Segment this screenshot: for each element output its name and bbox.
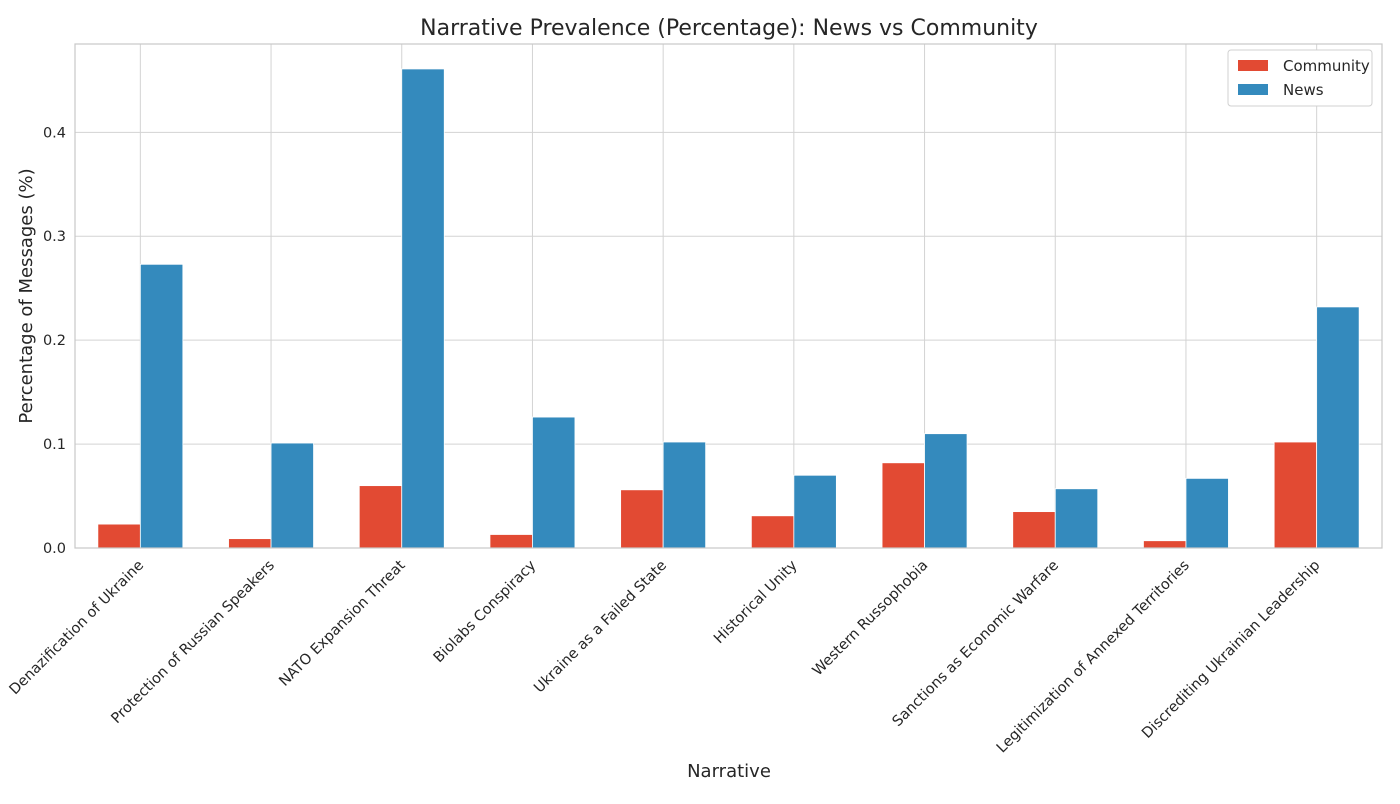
bar-community bbox=[620, 489, 664, 549]
x-tick-label: Protection of Russian Speakers bbox=[109, 558, 278, 727]
x-tick-label: NATO Expansion Threat bbox=[276, 557, 408, 689]
bar-community bbox=[1273, 441, 1318, 549]
ticks-layer: 0.0 0.1 0.2 0.3 0.4 Denazification of Ukraine… bbox=[7, 125, 1324, 756]
x-tick-label: Historical Unity bbox=[711, 557, 801, 647]
x-tick-label: Ukraine as a Failed State bbox=[531, 557, 670, 696]
bar-community bbox=[489, 534, 533, 549]
bar-community bbox=[881, 462, 925, 549]
y-tick-label: 0.2 bbox=[43, 333, 66, 349]
y-tick-label: 0.4 bbox=[43, 125, 66, 141]
bar-community bbox=[228, 538, 272, 549]
bar-news bbox=[793, 474, 837, 549]
bar-news bbox=[1185, 477, 1229, 549]
chart-title: Narrative Prevalence (Percentage): News … bbox=[420, 16, 1038, 41]
legend-label-news: News bbox=[1283, 81, 1324, 99]
y-axis-label: Percentage of Messages (%) bbox=[16, 168, 37, 423]
bar-community bbox=[358, 485, 403, 549]
y-tick-label: 0.1 bbox=[43, 437, 66, 453]
plot-area-frame bbox=[74, 43, 1383, 549]
y-tick-label: 0.0 bbox=[43, 541, 66, 557]
bar-news bbox=[532, 416, 576, 549]
legend-label-community: Community bbox=[1283, 57, 1370, 75]
y-tick-label: 0.3 bbox=[43, 229, 66, 245]
legend: Community News bbox=[1227, 49, 1373, 107]
bar-news bbox=[270, 442, 314, 549]
bar-community bbox=[1012, 511, 1056, 549]
grid-layer bbox=[75, 44, 1382, 549]
bar-news bbox=[924, 433, 968, 549]
x-tick-label: Denazification of Ukraine bbox=[7, 557, 148, 698]
bar-community bbox=[1143, 540, 1187, 549]
bar-news bbox=[401, 68, 445, 549]
bar-news bbox=[1316, 306, 1360, 549]
legend-swatch-community bbox=[1238, 60, 1268, 71]
legend-swatch-news bbox=[1238, 84, 1268, 95]
bar-community bbox=[97, 523, 141, 549]
bar-news bbox=[139, 263, 184, 549]
x-axis-label: Narrative bbox=[687, 761, 771, 782]
x-tick-label: Biolabs Conspiracy bbox=[431, 557, 540, 666]
bar-community bbox=[750, 515, 795, 549]
x-tick-label: Western Russophobia bbox=[810, 558, 932, 680]
bar-news bbox=[662, 441, 707, 549]
bars-layer bbox=[97, 68, 1360, 549]
bar-news bbox=[1054, 488, 1099, 549]
